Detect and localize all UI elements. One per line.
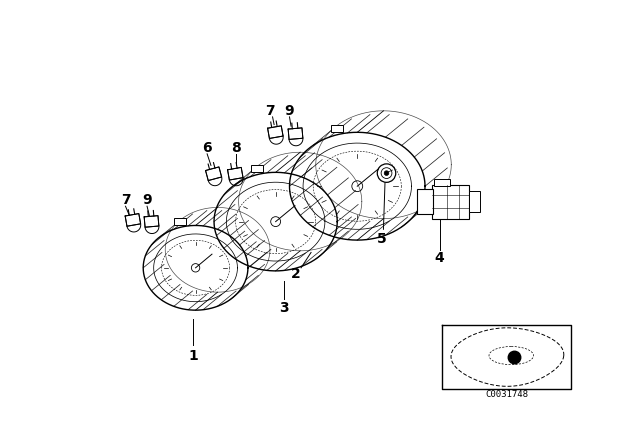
Polygon shape bbox=[268, 126, 283, 138]
Polygon shape bbox=[228, 168, 243, 180]
FancyBboxPatch shape bbox=[251, 165, 263, 172]
Text: 5: 5 bbox=[377, 232, 387, 246]
Text: 8: 8 bbox=[231, 141, 241, 155]
Text: 9: 9 bbox=[285, 104, 294, 118]
FancyBboxPatch shape bbox=[417, 189, 433, 214]
FancyBboxPatch shape bbox=[435, 178, 450, 186]
FancyBboxPatch shape bbox=[469, 191, 480, 212]
Text: 7: 7 bbox=[121, 193, 131, 207]
Polygon shape bbox=[288, 128, 303, 139]
Text: C0031748: C0031748 bbox=[485, 390, 528, 399]
Text: 3: 3 bbox=[279, 301, 289, 315]
Text: 6: 6 bbox=[202, 141, 212, 155]
Text: 7: 7 bbox=[266, 104, 275, 118]
FancyBboxPatch shape bbox=[331, 125, 343, 132]
Polygon shape bbox=[125, 214, 141, 226]
Circle shape bbox=[384, 171, 389, 176]
Text: 1: 1 bbox=[188, 349, 198, 363]
Text: 2: 2 bbox=[291, 267, 301, 281]
FancyBboxPatch shape bbox=[173, 218, 186, 225]
FancyBboxPatch shape bbox=[432, 185, 469, 219]
Text: 4: 4 bbox=[435, 251, 445, 265]
Polygon shape bbox=[144, 215, 159, 227]
Text: 9: 9 bbox=[142, 193, 152, 207]
Polygon shape bbox=[205, 167, 221, 181]
